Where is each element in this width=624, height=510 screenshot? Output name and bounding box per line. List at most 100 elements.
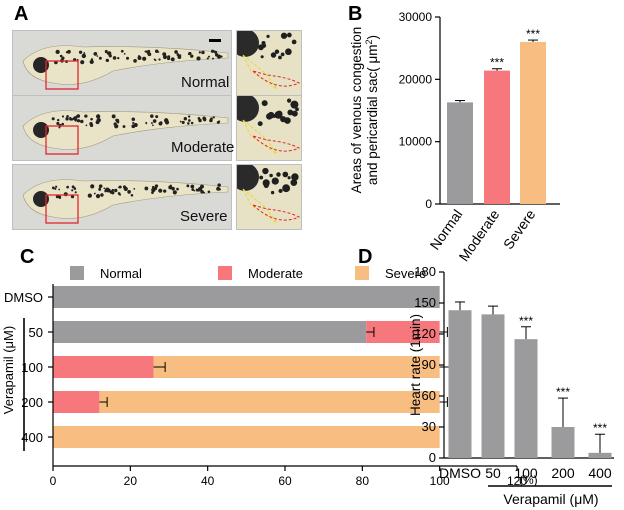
pigment-spot <box>105 58 110 63</box>
pigment-spot <box>162 54 168 60</box>
pigment-spot <box>96 55 99 57</box>
panel-letter-d: D <box>358 246 373 268</box>
legend-swatch-moderate <box>218 266 232 280</box>
pigment-spot <box>207 190 211 194</box>
legend-swatch-normal <box>70 266 84 280</box>
pigment-spot <box>90 117 93 121</box>
bar-severe <box>520 41 546 204</box>
fish-eye <box>33 191 49 207</box>
pigment-spot <box>95 114 101 119</box>
y-axis-label-line2: and pericardial sac( μm2) <box>364 35 380 185</box>
significance-marker: *** <box>593 421 607 435</box>
scale-bar <box>209 39 221 42</box>
pigment-spot <box>217 183 221 187</box>
significance-marker: *** <box>556 385 570 399</box>
zoom-pigment <box>261 100 268 107</box>
fish-eye <box>33 122 49 138</box>
x-tick-label: 60 <box>278 474 292 488</box>
yellow-outline <box>242 188 278 224</box>
pigment-spot <box>210 117 213 121</box>
pigment-spot <box>66 185 69 189</box>
pigment-spot <box>55 195 59 199</box>
pigment-spot <box>150 122 153 125</box>
yellow-outline <box>242 119 278 155</box>
zoom-pigment <box>286 32 292 38</box>
pigment-spot <box>158 58 161 61</box>
pigment-spot <box>117 192 121 195</box>
group-label: Verapamil (μM) <box>503 491 598 507</box>
pigment-spot <box>58 195 62 199</box>
pigment-spot <box>190 184 195 189</box>
zoom-pigment <box>282 171 289 178</box>
pigment-spot <box>100 193 104 197</box>
pigment-spot <box>206 57 209 60</box>
zoom-eye <box>237 96 259 122</box>
pigment-spot <box>118 186 121 189</box>
zoom-pigment <box>285 48 292 56</box>
pigment-spot <box>106 51 109 55</box>
bar-moderate <box>484 70 510 205</box>
pigment-spot <box>188 51 192 56</box>
zoom-pigment <box>267 111 275 119</box>
pigment-spot <box>133 187 136 190</box>
pigment-spot <box>190 121 194 125</box>
row-label-moderate: Moderate <box>171 139 235 156</box>
pigment-spot <box>150 114 154 118</box>
significance-marker: *** <box>519 314 533 328</box>
pigment-spot <box>56 118 60 122</box>
pigment-spot <box>98 187 101 190</box>
pigment-spot <box>58 188 61 191</box>
pigment-spot <box>51 186 55 190</box>
y-tick-label: 10000 <box>399 135 433 149</box>
significance-marker: *** <box>490 56 504 70</box>
pigment-spot <box>170 57 175 62</box>
zoom-pigment <box>274 110 283 119</box>
pigment-spot <box>88 195 91 198</box>
pigment-spot <box>216 54 222 59</box>
pigment-spot <box>55 49 60 54</box>
zoom-eye <box>237 31 259 57</box>
pigment-spot <box>144 50 147 53</box>
bar-segment-normal <box>53 321 367 343</box>
zoom-pigment <box>271 53 276 58</box>
pigment-spot <box>133 122 138 128</box>
x-tick-label: 120 <box>507 474 527 488</box>
zoom-pigment <box>262 179 270 187</box>
pigment-spot <box>186 184 190 188</box>
pigment-spot <box>105 187 110 192</box>
pigment-spot <box>98 184 103 188</box>
zoom-pigment <box>291 39 297 45</box>
pigment-spot <box>174 50 178 54</box>
y-tick-label: 30 <box>422 419 436 434</box>
y-tick-label: 30000 <box>399 10 433 24</box>
pigment-spot <box>137 56 142 60</box>
pigment-spot <box>179 120 182 123</box>
pigment-spot <box>66 114 69 118</box>
zoom-pigment <box>278 55 282 60</box>
pigment-spot <box>80 60 85 65</box>
zoom-eye <box>237 165 259 191</box>
pigment-spot <box>81 53 87 59</box>
y-tick-label: 180 <box>414 264 436 279</box>
bar-dmso <box>448 310 472 458</box>
zoom-pigment <box>280 52 285 57</box>
pigment-spot <box>111 114 116 119</box>
pigment-spot <box>96 118 101 123</box>
pigment-spot <box>172 190 177 195</box>
fish-photo-severe <box>12 164 232 230</box>
pigment-spot <box>71 185 75 189</box>
panel-letter-b: B <box>348 3 363 25</box>
pigment-spot <box>80 119 84 124</box>
pigment-spot <box>191 188 195 192</box>
pigment-spot <box>203 119 206 122</box>
pigment-spot <box>152 124 154 127</box>
pigment-spot <box>93 192 96 195</box>
pigment-spot <box>75 115 79 118</box>
x-tick-label: 400 <box>588 465 612 481</box>
pigment-spot <box>145 50 149 53</box>
zoom-pigment <box>260 55 264 59</box>
red-outline <box>252 70 301 87</box>
